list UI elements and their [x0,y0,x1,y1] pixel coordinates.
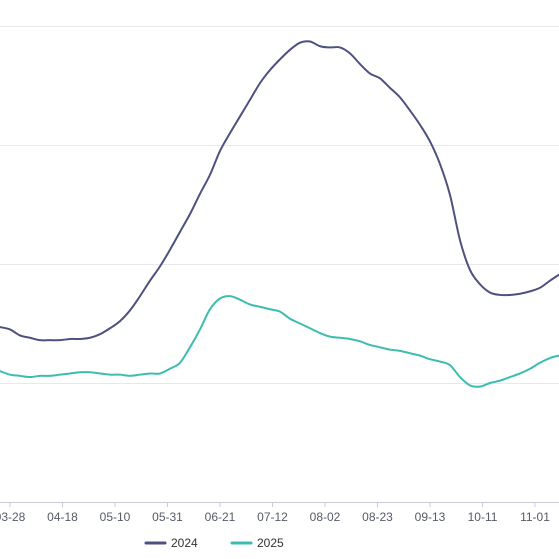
grid-lines [0,26,559,384]
legend-label: 2024 [171,536,198,550]
x-tick-label: 05-31 [152,510,183,524]
x-tick-label: 05-10 [100,510,131,524]
series-lines [0,40,559,388]
x-tick-label: 11-01 [520,510,550,524]
series-line-2025 [0,295,559,388]
x-tick-label: 03-28 [0,510,26,524]
x-tick-label: 04-18 [47,510,78,524]
x-tick-label: 08-23 [362,510,393,524]
x-axis: 03-28 04-18 05-10 05-31 06-21 07-12 08-02 08-23… [0,502,559,524]
legend-label: 2025 [257,536,284,550]
legend-item-2025[interactable]: 2025 [230,536,284,550]
x-tick-label: 09-13 [415,510,446,524]
x-tick-label: 10-11 [468,510,498,524]
x-tick-label: 06-21 [205,510,236,524]
x-tick-label: 07-12 [257,510,288,524]
x-tick-label: 08-02 [310,510,341,524]
legend-item-2024[interactable]: 2024 [144,536,198,550]
series-line-2024 [0,40,559,342]
legend[interactable]: 2024 2025 [144,536,284,550]
